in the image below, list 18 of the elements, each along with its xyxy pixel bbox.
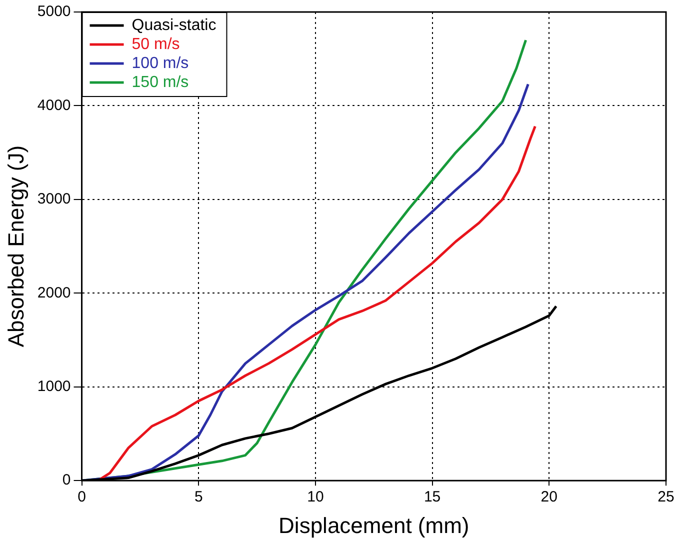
- y-tick-label: 4000: [37, 96, 71, 114]
- x-tick-label: 10: [307, 488, 324, 506]
- x-tick-label: 25: [658, 488, 674, 506]
- legend-label: 50 m/s: [132, 36, 180, 53]
- legend-label: Quasi-static: [132, 16, 216, 34]
- x-tick-label: 20: [540, 488, 558, 506]
- y-tick-label: 3000: [37, 190, 71, 208]
- y-tick-label: 0: [62, 472, 71, 489]
- y-tick-label: 1000: [37, 378, 71, 396]
- legend-label: 150 m/s: [132, 74, 189, 91]
- legend-label: 100 m/s: [132, 54, 189, 72]
- x-tick-label: 5: [194, 488, 203, 506]
- y-axis-title: Absorbed Energy (J): [3, 145, 28, 348]
- x-tick-label: 15: [424, 488, 441, 506]
- y-tick-label: 5000: [37, 3, 71, 20]
- x-axis-title: Displacement (mm): [278, 512, 470, 538]
- x-tick-label: 0: [78, 488, 86, 506]
- y-tick-label: 2000: [37, 284, 71, 302]
